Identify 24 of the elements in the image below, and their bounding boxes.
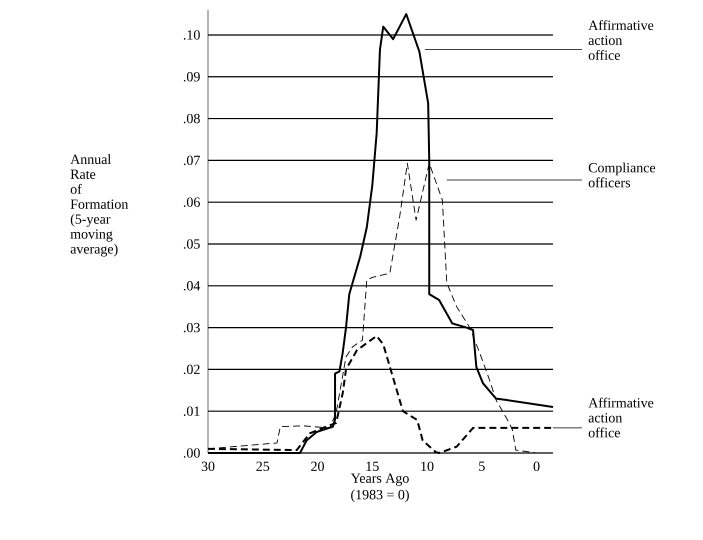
y-tick-label: .10 <box>184 30 200 40</box>
text: Affirmative action office <box>588 20 654 60</box>
y-tick-label: .02 <box>184 364 200 374</box>
x-tick-label: 25 <box>256 462 270 472</box>
y-tick-label: .04 <box>184 281 200 291</box>
x-tick-label: 15 <box>366 462 379 471</box>
x-tick-label: 30 <box>202 462 214 472</box>
y-tick-label: .01 <box>184 406 200 416</box>
y-tick-label: .06 <box>184 197 200 207</box>
y-tick-label: .00 <box>184 448 200 458</box>
x-tick-label: 10 <box>421 462 434 472</box>
y-tick-label: .07 <box>184 156 200 166</box>
y-tick-label: .05 <box>184 239 200 249</box>
text: Affirmative action office <box>588 398 654 438</box>
y-tick-label: .08 <box>184 114 200 124</box>
x-axis-title: Years Ago <box>350 474 409 486</box>
y-axis-title: Annual Rate of Formation (5-year moving average) <box>70 154 128 257</box>
text: Compliance officers <box>588 162 656 188</box>
y-tick-label: .09 <box>184 72 200 82</box>
x-tick-label: 0 <box>534 462 540 472</box>
x-tick-label: 5 <box>479 462 485 471</box>
y-tick-label: .03 <box>184 322 200 332</box>
x-tick-label: 20 <box>311 462 324 472</box>
text: (1983 = 0) <box>351 490 409 502</box>
